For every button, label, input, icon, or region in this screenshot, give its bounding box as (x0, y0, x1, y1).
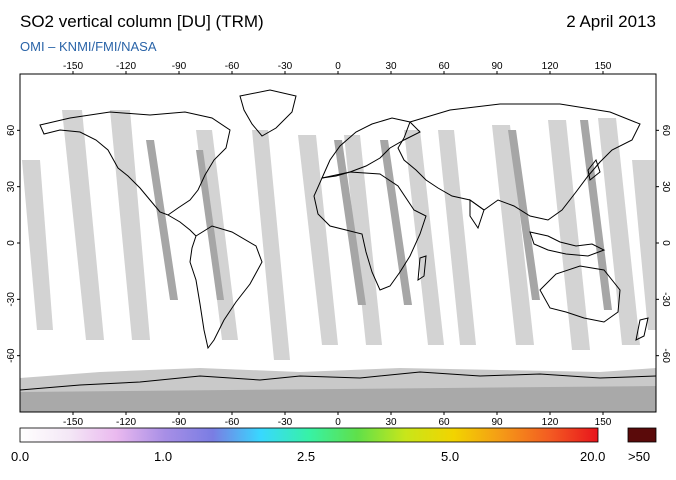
greenland-coast (239, 89, 297, 137)
colorbar-label-5: >50 (628, 449, 651, 464)
swath-gap (438, 130, 476, 345)
lon-tick-label-bottom: -120 (116, 417, 136, 428)
swath-gap (492, 125, 534, 345)
lon-tick-label-top: 120 (542, 61, 559, 72)
lon-tick-label-bottom: -90 (172, 417, 187, 428)
row-anomaly-stripe (196, 150, 224, 300)
lat-tick-label-right: -60 (660, 348, 671, 363)
lat-tick-label-left: 60 (6, 124, 17, 136)
row-anomaly-stripe (146, 140, 178, 300)
africa-coast (313, 171, 427, 291)
southern-night-band (20, 368, 656, 392)
lon-tick-label-top: -30 (278, 61, 293, 72)
north-america-coast (39, 111, 231, 216)
coastlines (20, 89, 656, 391)
lon-tick-label-top: 30 (385, 61, 397, 72)
swath-gap (548, 120, 590, 350)
europe-coast (321, 117, 421, 179)
data-source-credit: OMI – KNMI/FMI/NASA (20, 39, 157, 54)
lon-tick-label-top: -150 (63, 61, 83, 72)
asia-coast (397, 103, 641, 221)
lon-tick-label-top: 90 (491, 61, 503, 72)
lat-tick-label-right: 0 (660, 240, 671, 246)
swath-gap (110, 110, 150, 340)
lat-tick-label-left: -30 (6, 292, 17, 307)
lat-tick-label-left: 0 (6, 240, 17, 246)
lon-tick-label-bottom: -60 (225, 417, 240, 428)
antarctica-coast (20, 371, 656, 391)
axis-ticks: -150 -120 -90 -60 -30 0 30 60 90 120 150 -150 -120 -9… (6, 61, 671, 428)
colorbar (19, 427, 599, 443)
australia-coast (539, 265, 621, 323)
lon-tick-label-bottom: 60 (438, 417, 450, 428)
colorbar-label-3: 5.0 (441, 449, 460, 464)
lon-tick-label-bottom: 90 (491, 417, 503, 428)
lat-tick-label-left: 30 (6, 181, 17, 193)
madagascar-coast (417, 255, 427, 281)
indonesia-coast (529, 231, 606, 257)
lon-tick-label-top: 60 (438, 61, 450, 72)
orbit-swaths (22, 110, 656, 360)
row-anomaly-stripe (508, 130, 540, 300)
lon-tick-label-top: 150 (595, 61, 612, 72)
lat-tick-label-right: 60 (660, 125, 671, 137)
swath-gap (404, 130, 444, 345)
lon-tick-label-bottom: -150 (63, 417, 83, 428)
swath-gap (22, 160, 53, 330)
swath-gap (252, 130, 290, 360)
lat-tick-label-right: 30 (660, 181, 671, 193)
swath-gap (632, 160, 656, 330)
central-america-coast (167, 214, 197, 237)
south-america-coast (189, 225, 263, 350)
lon-tick-label-bottom: -30 (278, 417, 293, 428)
map-date: 2 April 2013 (566, 12, 656, 31)
japan-coast (587, 158, 601, 181)
swath-gap (598, 118, 640, 345)
lat-tick-label-left: -60 (6, 348, 17, 363)
colorbar-label-1: 1.0 (154, 449, 173, 464)
row-anomaly-stripe (580, 120, 612, 310)
colorbar-label-0: 0.0 (11, 449, 30, 464)
lon-tick-label-bottom: 120 (542, 417, 559, 428)
swath-gap (298, 135, 338, 345)
lon-tick-label-top: -90 (172, 61, 187, 72)
swath-gap (62, 110, 104, 340)
lat-tick-label-right: -30 (660, 292, 671, 307)
colorbar-label-4: 20.0 (580, 449, 606, 464)
row-anomaly-stripe (380, 140, 412, 305)
colorbar-label-2: 2.5 (297, 449, 316, 464)
lon-tick-label-bottom: 30 (385, 417, 397, 428)
new-zealand-coast (635, 317, 649, 341)
lon-tick-label-bottom: 0 (335, 417, 341, 428)
india-coast (469, 199, 485, 230)
lon-tick-label-top: -60 (225, 61, 240, 72)
lon-tick-label-bottom: 150 (595, 417, 612, 428)
colorbar-overflow-swatch (627, 427, 657, 443)
lon-tick-label-top: -120 (116, 61, 136, 72)
map-title: SO2 vertical column [DU] (TRM) (20, 12, 264, 31)
lon-tick-label-top: 0 (335, 61, 341, 72)
row-anomaly-stripe (334, 140, 366, 305)
